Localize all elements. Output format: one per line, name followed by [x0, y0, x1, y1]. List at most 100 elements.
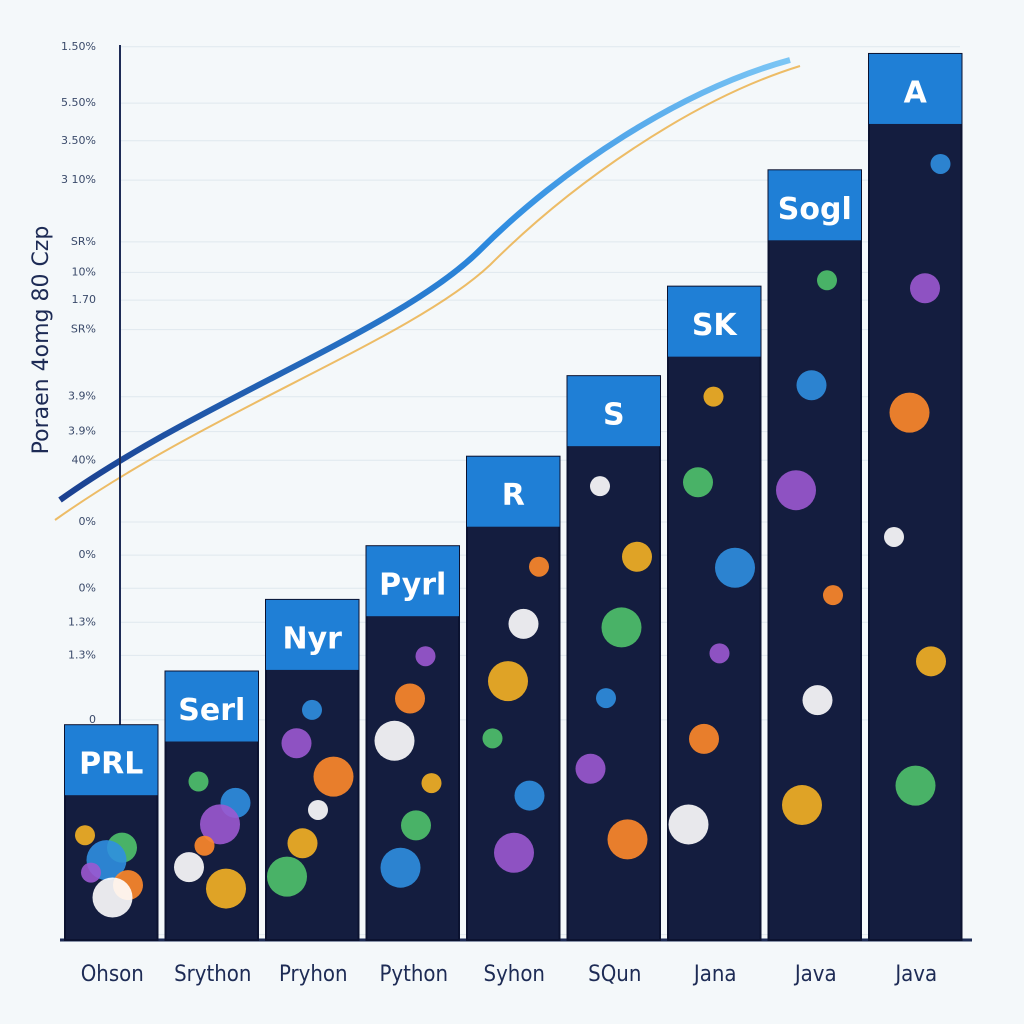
- icon: [415, 646, 436, 667]
- bar: [767, 169, 862, 942]
- y-tick-label: SR%: [71, 323, 96, 336]
- icon: [494, 832, 534, 873]
- x-tick-label: Ohson: [81, 962, 144, 987]
- y-tick-label: 1.3%: [68, 648, 96, 661]
- icon: [174, 852, 204, 883]
- icon: [302, 699, 322, 720]
- bar: [868, 52, 963, 941]
- icon: [607, 819, 648, 860]
- icon: [668, 804, 709, 845]
- bar-cap: [869, 53, 962, 124]
- icon: [374, 720, 415, 761]
- bar-cap: [65, 725, 158, 796]
- icon: [81, 862, 101, 883]
- icon: [488, 661, 528, 702]
- icon: [206, 868, 246, 909]
- y-tick-label: 5.50%: [61, 96, 96, 109]
- icon: [817, 270, 837, 291]
- x-tick-label: Pryhon: [279, 962, 348, 987]
- icon: [622, 541, 652, 572]
- icon: [92, 877, 133, 918]
- icon: [75, 825, 95, 846]
- bar-cap: [768, 170, 861, 241]
- y-tick-label: 3 10%: [61, 173, 96, 186]
- icon: [823, 585, 843, 606]
- y-tick-label: 1.50%: [61, 40, 96, 53]
- bar-cap: [366, 546, 459, 617]
- icon: [514, 780, 545, 811]
- y-tick-label: 3.9%: [68, 390, 96, 403]
- bar-label: A: [904, 75, 928, 110]
- icon: [895, 765, 936, 806]
- y-tick-label: 1.3%: [68, 615, 96, 628]
- y-tick-label: 3.50%: [61, 134, 96, 147]
- icon: [715, 547, 755, 588]
- icon: [281, 728, 312, 759]
- x-tick-label: Syhon: [484, 962, 545, 987]
- bar: [566, 375, 661, 941]
- icon: [287, 828, 318, 859]
- icon: [601, 607, 642, 648]
- icon: [508, 608, 539, 639]
- bar-label: R: [502, 478, 525, 513]
- icon: [796, 370, 827, 401]
- icon: [930, 153, 951, 174]
- x-tick-label: Srython: [174, 962, 251, 987]
- bar-cap: [668, 286, 761, 357]
- bar-cap: [266, 599, 359, 670]
- x-tick-label: SQun: [588, 962, 641, 987]
- y-tick-label: 0%: [79, 548, 96, 561]
- swoosh: [58, 57, 791, 503]
- x-tick-label: Python: [379, 962, 448, 987]
- y-tick-label: SR%: [71, 235, 96, 248]
- icon: [395, 683, 425, 714]
- bar-cap: [567, 376, 660, 447]
- x-tick-label: Jana: [692, 962, 737, 987]
- icon: [529, 556, 549, 577]
- icon: [889, 392, 930, 433]
- y-axis-title: Poraen 4omg 80 Czp: [29, 226, 54, 455]
- bar-label: S: [603, 398, 625, 433]
- icon: [782, 785, 822, 826]
- bar-label: Nyr: [283, 621, 343, 656]
- y-tick-label: 0%: [79, 581, 96, 594]
- bar-cap: [467, 456, 560, 527]
- icon: [380, 847, 421, 888]
- icon: [313, 756, 354, 797]
- icon: [916, 646, 946, 677]
- icon: [188, 771, 209, 792]
- icon: [802, 685, 833, 716]
- y-tick-label: 3.9%: [68, 425, 96, 438]
- y-tick-label: 40%: [72, 453, 96, 466]
- icon: [884, 526, 904, 547]
- icon: [401, 810, 431, 841]
- bar-cap: [165, 671, 258, 742]
- bar-label: Serl: [178, 693, 245, 728]
- icon: [482, 728, 503, 749]
- icon: [194, 835, 215, 856]
- icon: [709, 643, 730, 664]
- y-tick-label: 10%: [72, 265, 96, 278]
- icon: [575, 753, 606, 784]
- y-tick-label: 0%: [79, 515, 96, 528]
- swoosh-accent: [54, 65, 801, 521]
- x-tick-label: Java: [793, 962, 837, 987]
- x-tick-label: Java: [893, 962, 937, 987]
- y-tick-label: 0: [89, 713, 96, 726]
- bar-label: SK: [692, 308, 739, 343]
- icon: [703, 386, 724, 407]
- bar-label: Sogl: [778, 192, 852, 227]
- bar-label: PRL: [79, 747, 143, 782]
- icon: [683, 467, 713, 498]
- icon: [776, 470, 816, 511]
- icon: [596, 688, 616, 709]
- icon: [308, 799, 328, 820]
- icon: [267, 856, 307, 897]
- y-tick-label: 1.70: [72, 293, 97, 306]
- icon: [421, 773, 442, 794]
- icon: [689, 723, 719, 754]
- icon: [910, 273, 940, 304]
- icon: [200, 804, 240, 845]
- bar-label: Pyrl: [379, 568, 446, 603]
